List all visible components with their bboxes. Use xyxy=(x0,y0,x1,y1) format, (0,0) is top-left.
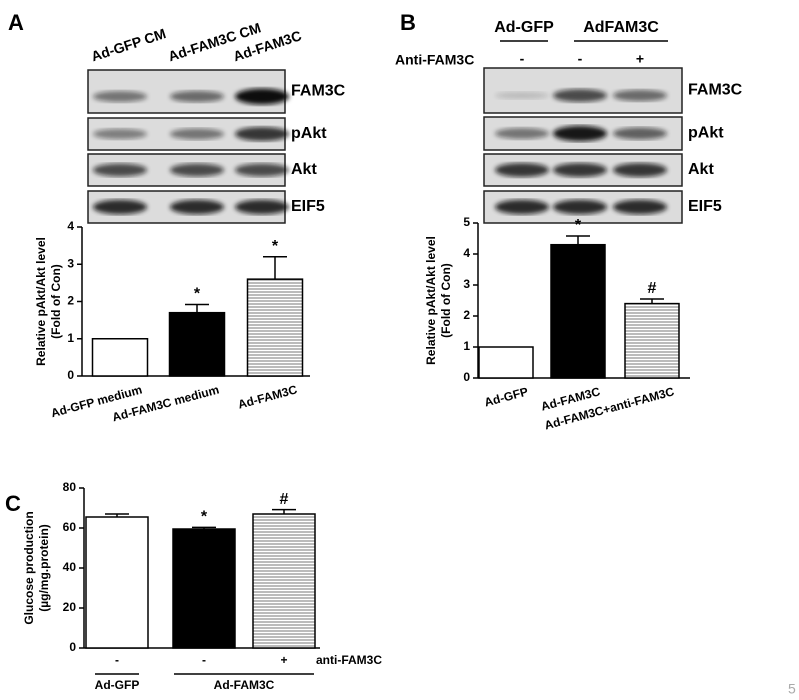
lane-label: Ad-GFP CM xyxy=(89,25,168,64)
bar xyxy=(168,311,226,377)
blot-band xyxy=(553,125,607,142)
y-tick-label: 3 xyxy=(67,256,74,270)
blot-band xyxy=(495,163,549,177)
error-bar xyxy=(263,256,287,280)
blot-band xyxy=(613,163,667,177)
significance-mark: * xyxy=(272,238,279,255)
error-bar xyxy=(640,298,664,304)
y-tick-label: 80 xyxy=(63,480,77,494)
group-label: Ad-GFP xyxy=(494,19,554,36)
y-tick-label: 2 xyxy=(463,308,470,322)
treatment-label: anti-FAM3C xyxy=(316,653,382,667)
blot-band xyxy=(495,91,549,100)
significance-mark: # xyxy=(280,491,289,508)
treatment-sign: + xyxy=(636,51,644,67)
y-tick-label: 20 xyxy=(63,600,77,614)
significance-mark: * xyxy=(575,217,582,234)
y-tick-label: 0 xyxy=(69,640,76,654)
treatment-sign: - xyxy=(578,51,583,67)
group-label: Ad-FAM3C xyxy=(214,678,275,692)
group-label: AdFAM3C xyxy=(583,19,659,36)
blot-band xyxy=(495,199,549,215)
error-bar xyxy=(566,235,590,245)
y-tick-label: 4 xyxy=(463,246,470,260)
treatment-sign: - xyxy=(520,51,525,67)
blot-band xyxy=(553,89,607,102)
blot-band xyxy=(553,163,607,177)
bar xyxy=(246,278,304,377)
bar xyxy=(252,513,316,649)
blot-band xyxy=(235,88,289,105)
y-tick-label: 2 xyxy=(67,294,74,308)
y-tick-label: 0 xyxy=(463,370,470,384)
y-tick-label: 4 xyxy=(67,219,74,233)
page-number: 5 xyxy=(788,681,796,697)
y-tick-label: 40 xyxy=(63,560,77,574)
blot-band xyxy=(93,163,147,177)
blot-band xyxy=(170,90,224,103)
bar xyxy=(91,338,149,377)
significance-mark: # xyxy=(648,280,657,297)
x-tick-label: Ad-FAM3C xyxy=(236,382,299,411)
y-tick-label: 5 xyxy=(463,215,470,229)
band-label: FAM3C xyxy=(291,83,346,100)
blot-band xyxy=(170,163,224,177)
blot-band xyxy=(613,199,667,215)
blot-band xyxy=(93,128,147,140)
x-tick-label: - xyxy=(202,653,206,667)
blot-band xyxy=(235,199,289,215)
y-tick-label: 0 xyxy=(67,368,74,382)
blot-band xyxy=(235,163,289,177)
panel-label: A xyxy=(8,10,24,35)
bar xyxy=(550,243,606,379)
bar xyxy=(172,528,236,649)
y-tick-label: 3 xyxy=(463,277,470,291)
significance-mark: * xyxy=(201,509,208,526)
error-bar xyxy=(105,513,129,517)
x-tick-label: + xyxy=(280,653,287,667)
band-label: FAM3C xyxy=(688,82,743,99)
error-bar xyxy=(272,508,296,514)
y-tick-label: 1 xyxy=(463,339,470,353)
y-axis-label: (Fold of Con) xyxy=(439,263,453,338)
panel-label: C xyxy=(5,491,21,516)
group-label: Ad-GFP xyxy=(95,678,140,692)
y-tick-label: 60 xyxy=(63,520,77,534)
band-label: EIF5 xyxy=(291,198,325,215)
bar xyxy=(478,346,534,379)
bar xyxy=(624,302,680,379)
band-label: Akt xyxy=(688,161,714,178)
blot-band xyxy=(495,128,549,139)
y-tick-label: 1 xyxy=(67,331,74,345)
x-tick-label: Ad-FAM3C+anti-FAM3C xyxy=(543,384,676,432)
band-label: pAkt xyxy=(688,125,724,142)
blot-band xyxy=(553,199,607,215)
band-label: pAkt xyxy=(291,125,327,142)
band-label: EIF5 xyxy=(688,198,722,215)
blot-band xyxy=(170,128,224,140)
bar xyxy=(85,516,149,649)
panel-label: B xyxy=(400,10,416,35)
x-tick-label: Ad-GFP xyxy=(483,384,530,409)
x-tick-label: - xyxy=(115,653,119,667)
y-axis-label: Relative pAkt/Akt level xyxy=(34,237,48,366)
y-axis-label: Glucose production xyxy=(22,511,36,624)
blot-band xyxy=(93,199,147,215)
blot-band xyxy=(235,127,289,141)
error-bar xyxy=(192,526,216,529)
y-axis-label: Relative pAkt/Akt level xyxy=(424,236,438,365)
blot-band xyxy=(613,89,667,102)
blot-band xyxy=(613,127,667,140)
blot-band xyxy=(170,199,224,215)
y-axis-label: (Fold of Con) xyxy=(49,264,63,339)
error-bar xyxy=(185,303,209,313)
blot-band xyxy=(93,91,147,102)
significance-mark: * xyxy=(194,286,201,303)
band-label: Akt xyxy=(291,161,317,178)
y-axis-label: (µg/mg.protein) xyxy=(37,524,51,612)
treatment-label: Anti-FAM3C xyxy=(395,52,474,68)
